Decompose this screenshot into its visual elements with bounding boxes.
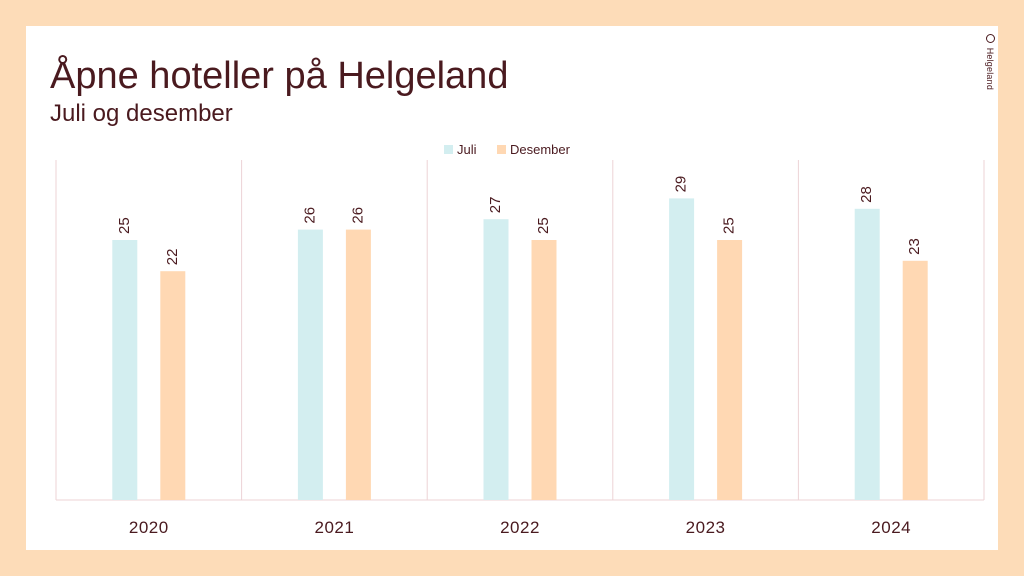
legend-swatch <box>497 145 506 154</box>
data-label: 23 <box>906 238 923 255</box>
bar-juli <box>483 219 509 500</box>
data-label: 26 <box>301 207 318 224</box>
bar-desember <box>717 240 743 500</box>
data-label: 27 <box>487 197 504 214</box>
x-tick-label: 2024 <box>871 518 911 537</box>
data-label: 22 <box>164 249 181 266</box>
data-label: 25 <box>116 217 133 234</box>
page-title: Åpne hoteller på Helgeland <box>50 55 509 97</box>
data-label: 29 <box>673 176 690 193</box>
bar-desember <box>345 229 371 500</box>
bar-juli <box>854 208 880 501</box>
x-tick-label: 2021 <box>314 518 354 537</box>
legend-label: Desember <box>510 142 571 157</box>
legend-swatch <box>444 145 453 154</box>
logo-mark-icon <box>985 34 995 43</box>
data-label: 25 <box>721 217 738 234</box>
chart-container: 25 22 2020 26 26 2021 27 25 2022 29 25 2023 28 23 2024… <box>26 26 998 550</box>
x-tick-label: 2022 <box>500 518 540 537</box>
bar-juli <box>297 229 323 500</box>
data-label: 26 <box>349 207 366 224</box>
bar-desember <box>531 240 557 500</box>
x-tick-label: 2020 <box>129 518 169 537</box>
page-subtitle: Juli og desember <box>50 100 233 127</box>
brand-logo: Helgeland <box>985 34 995 90</box>
x-tick-label: 2023 <box>686 518 726 537</box>
bar-juli <box>112 240 138 500</box>
data-label: 28 <box>858 186 875 203</box>
bar-juli <box>669 198 695 500</box>
data-label: 25 <box>535 217 552 234</box>
brand-text: Helgeland <box>985 47 995 91</box>
legend-label: Juli <box>457 142 477 157</box>
slide: Åpne hoteller på Helgeland Juli og desem… <box>26 26 998 550</box>
bar-desember <box>902 260 928 500</box>
bar-chart: 25 22 2020 26 26 2021 27 25 2022 29 25 2023 28 23 2024… <box>55 142 985 537</box>
bar-desember <box>160 271 186 500</box>
